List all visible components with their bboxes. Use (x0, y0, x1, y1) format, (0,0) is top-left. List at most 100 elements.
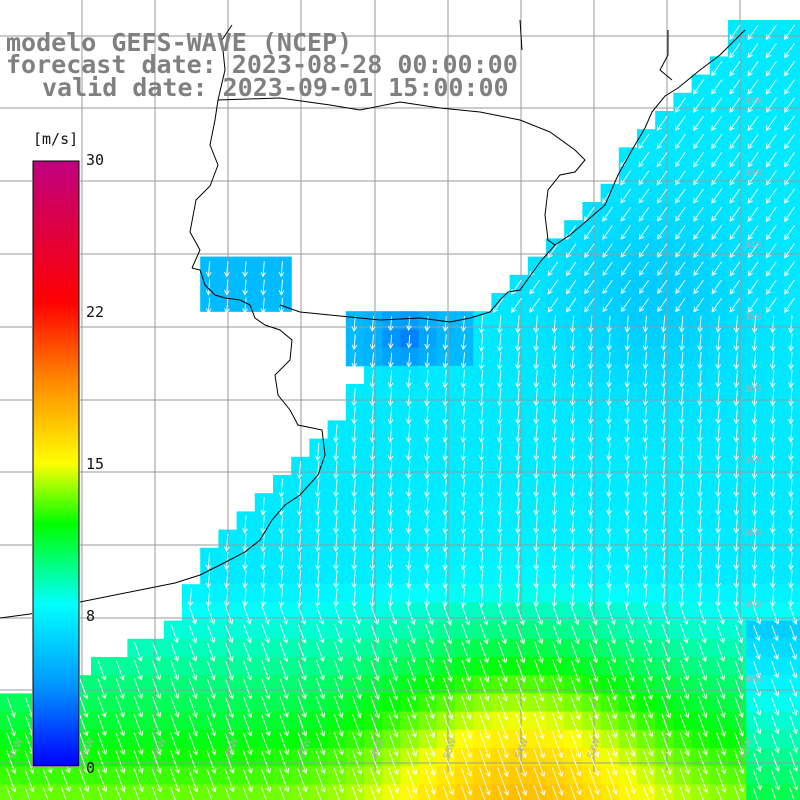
wind-arrow (678, 460, 685, 480)
wind-arrow (570, 623, 580, 645)
wind-arrow (315, 750, 326, 775)
wind-arrow (698, 696, 708, 719)
wind-arrow (443, 641, 453, 664)
wind-arrow (606, 370, 612, 388)
wind-arrow (734, 696, 744, 719)
wind-arrow (224, 261, 230, 278)
wind-arrow (406, 660, 417, 682)
wind-arrow (765, 206, 777, 223)
wind-arrow (478, 767, 491, 796)
wind-speed-cell (673, 293, 693, 312)
wind-arrow (551, 551, 558, 571)
wind-arrow (388, 750, 399, 776)
wind-arrow (6, 786, 12, 800)
wind-arrow (498, 623, 507, 645)
wind-arrow (496, 551, 503, 571)
wind-arrow (152, 696, 162, 718)
wind-arrow (424, 479, 430, 498)
wind-arrow (771, 697, 780, 716)
lat-label-36s: 36S (744, 384, 762, 395)
wind-arrow (497, 641, 508, 664)
colorbar-tick-15: 15 (86, 455, 105, 473)
wind-arrow (97, 660, 107, 681)
wind-arrow (784, 243, 795, 259)
wind-arrow (60, 768, 71, 793)
wind-arrow (625, 660, 635, 682)
wind-arrow (551, 749, 564, 778)
wind-arrow (497, 731, 509, 759)
wind-arrow (624, 406, 630, 425)
wind-arrow (406, 731, 417, 757)
wind-arrow (442, 388, 448, 407)
wind-arrow (388, 624, 398, 644)
wind-arrow (587, 424, 594, 443)
wind-arrow (479, 695, 490, 721)
wind-arrow (679, 768, 690, 794)
wind-arrow (765, 297, 777, 313)
wind-arrow (624, 767, 636, 795)
wind-arrow (425, 642, 435, 664)
wind-arrow (297, 678, 307, 700)
wind-speed-cell (782, 693, 800, 713)
wind-arrow (515, 333, 521, 352)
wind-arrow (752, 715, 762, 735)
wind-arrow (751, 497, 758, 516)
wind-arrow (697, 388, 703, 407)
wind-arrow (387, 316, 394, 332)
wind-arrow (606, 497, 612, 516)
wind-arrow (711, 97, 723, 113)
wind-arrow (370, 786, 376, 800)
wind-arrow (788, 369, 794, 389)
wind-arrow (716, 696, 726, 719)
wind-arrow (387, 369, 394, 389)
wind-arrow (424, 677, 435, 701)
wind-arrow (752, 751, 762, 772)
wind-arrow (370, 732, 381, 757)
wind-arrow (715, 786, 722, 800)
wind-arrow (679, 750, 690, 775)
wind-arrow (224, 768, 235, 793)
wind-speed-cell (273, 784, 292, 800)
wind-arrow (711, 225, 723, 240)
wind-arrow (769, 479, 776, 498)
wind-arrow (205, 279, 212, 296)
wind-arrow (552, 659, 562, 683)
wind-arrow (753, 625, 761, 642)
wind-arrow (788, 424, 794, 443)
wind-arrow (656, 188, 668, 204)
wind-speed-field (0, 20, 800, 800)
wind-arrow (751, 588, 758, 608)
wind-arrow (587, 388, 594, 407)
wind-arrow (679, 351, 685, 370)
wind-arrow (492, 297, 504, 313)
wind-arrow (751, 533, 758, 553)
wind-arrow (387, 515, 394, 534)
wind-speed-cell (764, 784, 784, 800)
wind-arrow (733, 351, 740, 370)
wind-arrow (729, 225, 741, 241)
lat-label-37s: 37S (744, 456, 762, 467)
wind-arrow (478, 442, 485, 462)
wind-arrow (661, 732, 672, 757)
wind-arrow (551, 351, 558, 370)
wind-arrow (602, 261, 613, 277)
wind-arrow (460, 569, 467, 589)
wind-arrow (406, 642, 416, 663)
wind-arrow (370, 714, 381, 738)
wind-arrow (260, 570, 266, 589)
wind-arrow (734, 768, 745, 793)
wind-arrow (661, 750, 672, 775)
wind-arrow (533, 713, 545, 740)
wind-arrow (151, 768, 162, 793)
wind-arrow (729, 152, 741, 168)
wind-arrow (643, 696, 654, 720)
wind-arrow (279, 642, 289, 663)
wind-arrow (624, 785, 631, 800)
wind-arrow (783, 97, 795, 113)
wind-arrow (769, 333, 776, 352)
colorbar-tick-22: 22 (86, 303, 105, 321)
wind-arrow (533, 388, 539, 407)
wind-arrow (565, 243, 577, 259)
wind-arrow (333, 424, 339, 443)
